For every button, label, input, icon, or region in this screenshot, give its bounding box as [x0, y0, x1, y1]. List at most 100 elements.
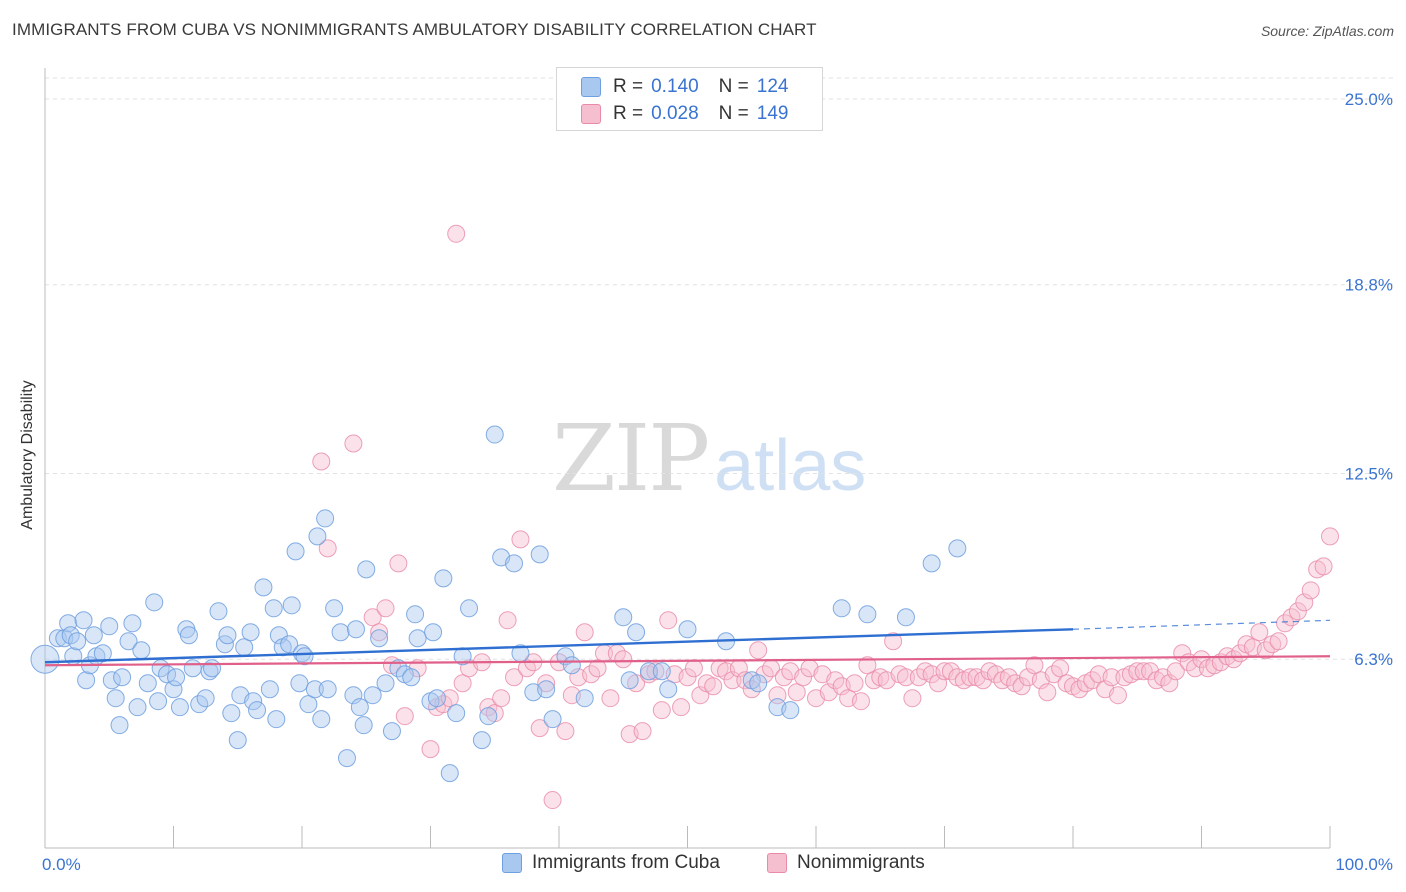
cuba-point: [440, 764, 459, 783]
nonimmigrants-point: [492, 689, 511, 708]
cuba-point: [537, 680, 556, 699]
legend-row-cuba: R = 0.140 N = 124: [581, 75, 788, 99]
legend-r-value: 0.028: [651, 103, 699, 124]
cuba-point: [222, 704, 241, 723]
cuba-point: [308, 527, 327, 546]
cuba-point: [376, 674, 395, 693]
legend-r-value: 0.140: [651, 76, 699, 97]
chart-title: IMMIGRANTS FROM CUBA VS NONIMMIGRANTS AM…: [12, 20, 817, 39]
nonimmigrants-point: [530, 719, 549, 738]
cuba-point: [128, 698, 147, 717]
cuba-point: [299, 695, 318, 714]
cuba-point: [406, 605, 425, 624]
nonimmigrants-point: [652, 701, 671, 720]
cuba-point: [781, 701, 800, 720]
cuba-point: [93, 644, 112, 663]
nonimmigrants-point: [1269, 632, 1288, 651]
cuba-point: [119, 632, 138, 651]
cuba-point: [100, 617, 119, 636]
cuba-point: [132, 641, 151, 660]
cuba-point: [290, 674, 309, 693]
cuba-point: [209, 602, 228, 621]
nonimmigrants-point: [659, 611, 678, 630]
chart-source: Source: ZipAtlas.com: [1260, 23, 1394, 39]
cuba-point: [218, 626, 237, 645]
nonimmigrants-point: [601, 689, 620, 708]
nonimmigrants-point: [1134, 662, 1153, 681]
nonimmigrants-point: [1288, 602, 1307, 621]
y-tick-label: 25.0%: [1345, 90, 1393, 109]
cuba-point: [170, 698, 189, 717]
cuba-point: [228, 731, 247, 750]
cuba-point: [543, 710, 562, 729]
legend-n-value: 149: [756, 103, 789, 124]
cuba-point: [68, 632, 87, 651]
y-tick-label: 18.8%: [1345, 276, 1393, 295]
legend-n-label: N =: [718, 76, 749, 97]
cuba-point: [575, 689, 594, 708]
legend-swatch-nonimmigrants: [767, 853, 787, 873]
nonimmigrants-point: [794, 668, 813, 687]
cuba-point: [267, 710, 286, 729]
cuba-point: [280, 635, 299, 654]
cuba-point: [896, 608, 915, 627]
cuba-point: [269, 626, 288, 645]
cuba-point: [479, 707, 498, 726]
cuba-point: [434, 569, 453, 588]
nonimmigrants-point: [1166, 662, 1185, 681]
legend-item-cuba[interactable]: Immigrants from Cuba: [502, 852, 720, 874]
legend-label-cuba: Immigrants from Cuba: [532, 852, 720, 873]
legend-n-value: 124: [756, 76, 789, 97]
x-tick-label: 100.0%: [1335, 855, 1393, 874]
tick-labels: 6.3% 12.5% 18.8% 25.0% 0.0% 100.0%: [42, 90, 1393, 874]
nonimmigrants-point: [646, 662, 665, 681]
nonimmigrants-point: [787, 683, 806, 702]
cuba-point: [59, 614, 78, 633]
watermark-atlas: atlas: [714, 426, 867, 506]
cuba-point: [505, 554, 524, 573]
cuba-point: [325, 599, 344, 618]
cuba-point: [357, 560, 376, 579]
cuba-point: [106, 689, 125, 708]
nonimmigrants-point: [318, 539, 337, 558]
cuba-point: [123, 614, 142, 633]
legend-item-nonimmigrants[interactable]: Nonimmigrants: [767, 852, 925, 874]
legend-r-label: R =: [613, 76, 644, 97]
cuba-point: [530, 545, 549, 564]
cuba-point: [620, 671, 639, 690]
nonimmigrants-point: [672, 698, 691, 717]
cuba-point: [832, 599, 851, 618]
y-tick-label: 6.3%: [1354, 650, 1393, 669]
cuba-point: [447, 704, 466, 723]
nonimmigrants-point: [440, 689, 459, 708]
grid-layer: [45, 77, 1395, 660]
cuba-point: [858, 605, 877, 624]
nonimmigrants-point: [1108, 686, 1127, 705]
nonimmigrants-point: [505, 668, 524, 687]
nonimmigrants-point: [845, 674, 864, 693]
cuba-trend-extension: [1072, 619, 1331, 630]
cuba-point: [203, 659, 222, 678]
nonimmigrants-point: [498, 611, 517, 630]
cuba-point: [427, 689, 446, 708]
nonimmigrants-point: [704, 677, 723, 696]
nonimmigrants-point: [851, 692, 870, 711]
cuba-point: [402, 668, 421, 687]
x-tick-label: 0.0%: [42, 855, 81, 874]
nonimmigrants-point: [1102, 668, 1121, 687]
nonimmigrants-point: [344, 434, 363, 453]
cuba-point: [627, 623, 646, 642]
nonimmigrants-point: [1128, 662, 1147, 681]
cuba-point: [138, 674, 157, 693]
cuba-point: [749, 674, 768, 693]
nonimmigrants-point: [903, 689, 922, 708]
cuba-point: [164, 680, 183, 699]
legend-swatch-cuba: [502, 853, 522, 873]
nonimmigrants-point: [1314, 557, 1333, 576]
nonimmigrants-point: [614, 650, 633, 669]
nonimmigrants-point: [896, 668, 915, 687]
nonimmigrants-point: [1186, 659, 1205, 678]
cuba-point: [659, 680, 678, 699]
cuba-point: [179, 626, 198, 645]
cuba-point: [424, 623, 443, 642]
